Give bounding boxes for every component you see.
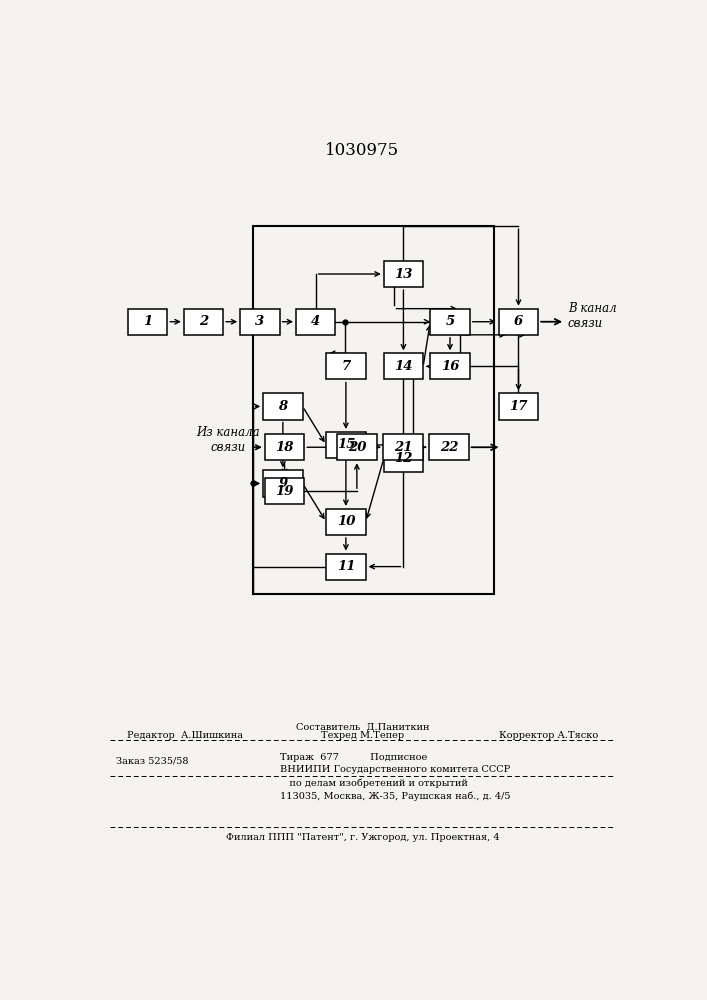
- Text: 4: 4: [311, 315, 320, 328]
- Bar: [184, 309, 223, 335]
- Bar: [429, 434, 469, 460]
- Bar: [384, 261, 423, 287]
- Bar: [326, 432, 366, 458]
- Bar: [265, 434, 304, 460]
- Text: 19: 19: [275, 485, 294, 498]
- Text: 1030975: 1030975: [325, 142, 399, 159]
- Bar: [431, 353, 469, 379]
- Text: Филиал ППП "Патент", г. Ужгород, ул. Проектная, 4: Филиал ППП "Патент", г. Ужгород, ул. Про…: [226, 833, 499, 842]
- Bar: [384, 353, 423, 379]
- Text: 10: 10: [337, 515, 355, 528]
- Text: Редактор  А.Шишкина: Редактор А.Шишкина: [127, 732, 243, 740]
- Text: Заказ 5235/58: Заказ 5235/58: [116, 757, 188, 766]
- Text: 20: 20: [348, 441, 366, 454]
- Bar: [263, 393, 303, 420]
- Text: 22: 22: [440, 441, 458, 454]
- Text: 3: 3: [255, 315, 264, 328]
- Bar: [265, 478, 304, 504]
- Text: 1: 1: [143, 315, 152, 328]
- Text: 15: 15: [337, 438, 355, 451]
- Text: 7: 7: [341, 360, 351, 373]
- Text: 13: 13: [395, 267, 413, 280]
- Text: 18: 18: [275, 441, 294, 454]
- Bar: [240, 309, 279, 335]
- Bar: [296, 309, 336, 335]
- Bar: [498, 309, 538, 335]
- Text: 16: 16: [440, 360, 460, 373]
- Text: Корректор А.Тяско: Корректор А.Тяско: [498, 732, 598, 740]
- Text: 6: 6: [514, 315, 523, 328]
- Bar: [384, 446, 423, 472]
- Bar: [326, 353, 366, 379]
- Bar: [326, 554, 366, 580]
- Text: 12: 12: [395, 452, 413, 465]
- Bar: [431, 309, 469, 335]
- Text: 8: 8: [279, 400, 288, 413]
- Text: 5: 5: [445, 315, 455, 328]
- Text: В канал
связи: В канал связи: [568, 302, 617, 330]
- Bar: [253, 226, 494, 594]
- Text: Составитель  Д.Паниткин: Составитель Д.Паниткин: [296, 722, 429, 731]
- Text: 21: 21: [394, 441, 412, 454]
- Bar: [498, 393, 538, 420]
- Text: 9: 9: [279, 477, 288, 490]
- Text: 14: 14: [395, 360, 413, 373]
- Text: Тираж  677          Подписное
ВНИИПИ Государственного комитета СССР
   по делам : Тираж 677 Подписное ВНИИПИ Государственн…: [280, 753, 510, 801]
- Text: Техред М.Тепер: Техред М.Тепер: [321, 732, 404, 740]
- Bar: [326, 509, 366, 535]
- Text: 11: 11: [337, 560, 355, 573]
- Text: 2: 2: [199, 315, 208, 328]
- Text: Из канала
связи: Из канала связи: [197, 426, 260, 454]
- Bar: [383, 434, 423, 460]
- Bar: [337, 434, 377, 460]
- Text: 17: 17: [509, 400, 527, 413]
- Bar: [128, 309, 168, 335]
- Bar: [263, 470, 303, 497]
